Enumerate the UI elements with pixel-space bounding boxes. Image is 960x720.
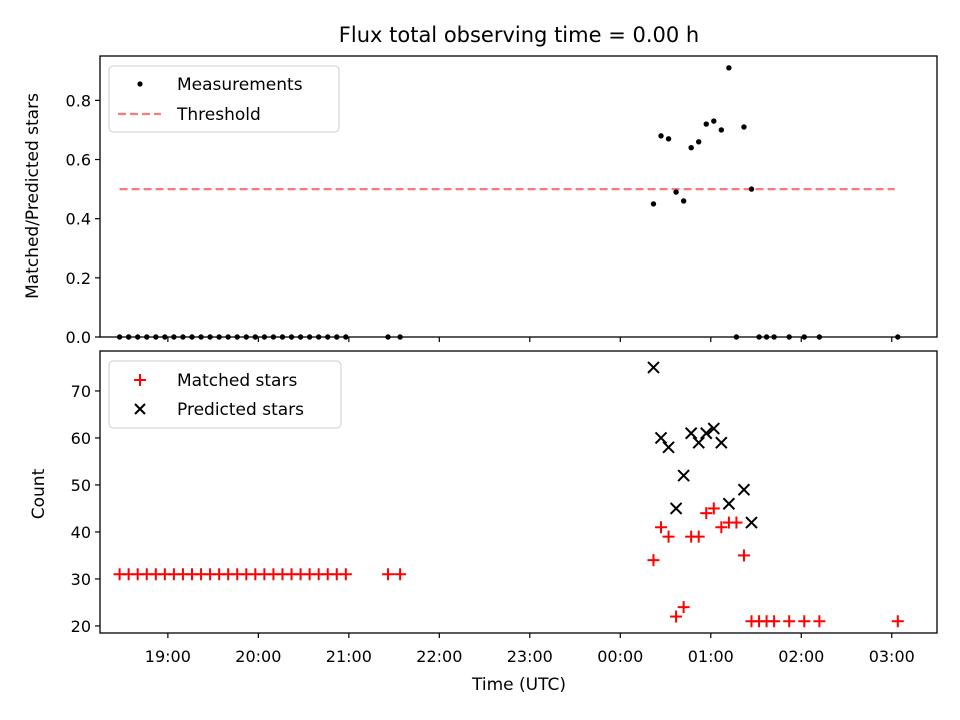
matched-stars-legend-label: Matched stars	[177, 371, 297, 391]
predicted-star-point	[684, 427, 698, 440]
bottom-y-tick-label: 20	[71, 617, 91, 636]
threshold-legend-label: Threshold	[176, 105, 261, 125]
x-tick-label: 19:00	[145, 647, 191, 666]
predicted-star-points	[647, 361, 758, 529]
x-tick-label: 23:00	[507, 647, 553, 666]
matched-star-point	[382, 568, 395, 581]
bottom-y-axis-label: Count	[29, 468, 49, 519]
bottom-y-tick-label: 60	[71, 429, 91, 448]
measurement-point	[658, 133, 664, 139]
measurement-point	[688, 144, 694, 151]
measurement-point	[680, 198, 687, 204]
figure-title: Flux total observing time = 0.00 h	[339, 23, 699, 47]
matched-star-point	[700, 507, 713, 520]
matched-star-point	[737, 549, 750, 562]
predicted-star-point	[692, 436, 705, 449]
bottom-ticks: 20 30 40 50 60 70 19:00 20:00 21:00 22:00 23:00 00:…	[71, 382, 915, 666]
measurement-point	[703, 121, 709, 127]
top-legend: Measurements Threshold	[108, 65, 340, 133]
top-y-axis-label: Matched/Predicted stars	[23, 93, 43, 299]
predicted-stars-legend-label: Predicted stars	[177, 400, 304, 420]
matched-star-point	[339, 568, 352, 581]
bottom-y-tick-label: 50	[71, 476, 91, 495]
top-panel: 0.00.20.40.60.8 Matched/Predicted stars …	[23, 55, 938, 347]
predicted-star-point	[722, 497, 736, 510]
matched-star-point	[394, 568, 407, 581]
x-tick-label: 21:00	[326, 647, 372, 666]
bottom-legend-box	[108, 360, 342, 429]
matched-star-point	[715, 521, 728, 534]
matched-star-point	[798, 615, 811, 628]
predicted-star-point	[669, 502, 683, 515]
matched-star-point	[670, 610, 683, 623]
top-legend-box	[108, 65, 340, 133]
bottom-legend: Matched stars Predicted stars	[108, 360, 342, 429]
top-y-tick-label: 0.2	[66, 269, 91, 288]
matched-star-point	[783, 615, 796, 628]
predicted-star-point	[715, 436, 728, 449]
matched-stars-legend-marker	[134, 374, 146, 386]
predicted-star-point	[700, 427, 713, 440]
x-tick-label: 02:00	[778, 647, 824, 666]
bottom-plot-frame	[99, 350, 938, 634]
top-y-tick-label: 0.4	[66, 210, 91, 229]
predicted-stars-legend-marker	[134, 403, 146, 415]
measurements-legend-label: Measurements	[177, 75, 303, 95]
measurement-point	[711, 118, 717, 124]
bottom-y-tick-label: 30	[71, 570, 91, 589]
matched-star-point	[891, 615, 904, 628]
predicted-star-point	[677, 469, 690, 482]
matched-star-point	[730, 516, 743, 529]
matched-star-point	[662, 530, 675, 543]
measurement-point	[718, 127, 725, 133]
bottom-panel: 20 30 40 50 60 70 19:00 20:00 21:00 22:00 23:00 00:…	[29, 350, 938, 695]
measurement-points	[116, 65, 901, 340]
measurement-point	[665, 136, 672, 142]
matched-star-point	[655, 521, 668, 534]
bottom-y-tick-label: 40	[71, 523, 91, 542]
predicted-star-point	[647, 361, 660, 374]
x-tick-label: 00:00	[597, 647, 643, 666]
matched-star-point	[647, 554, 660, 567]
predicted-star-point	[707, 422, 721, 435]
matched-star-point	[707, 502, 720, 515]
top-y-tick-label: 0.0	[66, 328, 91, 347]
matched-star-points	[113, 502, 904, 628]
measurement-point	[650, 201, 657, 207]
measurement-point	[673, 189, 679, 195]
measurement-point	[696, 139, 702, 145]
x-tick-label: 03:00	[869, 647, 915, 666]
x-tick-label: 01:00	[688, 647, 734, 666]
predicted-star-point	[662, 441, 675, 454]
top-y-tick-label: 0.6	[66, 151, 91, 170]
x-tick-label: 22:00	[416, 647, 462, 666]
top-ticks: 0.0 0.2 0.4 0.6 0.8	[66, 91, 893, 347]
measurements-legend-marker	[137, 81, 143, 87]
top-plot-frame	[99, 55, 938, 338]
matched-star-point	[768, 615, 781, 628]
measurement-point	[726, 65, 732, 71]
x-tick-label: 20:00	[235, 647, 281, 666]
x-axis-label: Time (UTC)	[471, 675, 566, 695]
matched-star-point	[692, 530, 705, 543]
bottom-y-tick-label: 70	[71, 382, 91, 401]
top-y-tick-label: 0.8	[66, 91, 91, 110]
predicted-star-point	[745, 516, 758, 529]
matched-star-point	[677, 601, 690, 614]
predicted-star-point	[737, 483, 751, 496]
measurement-point	[748, 186, 755, 192]
matched-star-point	[813, 615, 826, 628]
predicted-star-point	[654, 431, 668, 445]
measurement-point	[741, 124, 747, 130]
